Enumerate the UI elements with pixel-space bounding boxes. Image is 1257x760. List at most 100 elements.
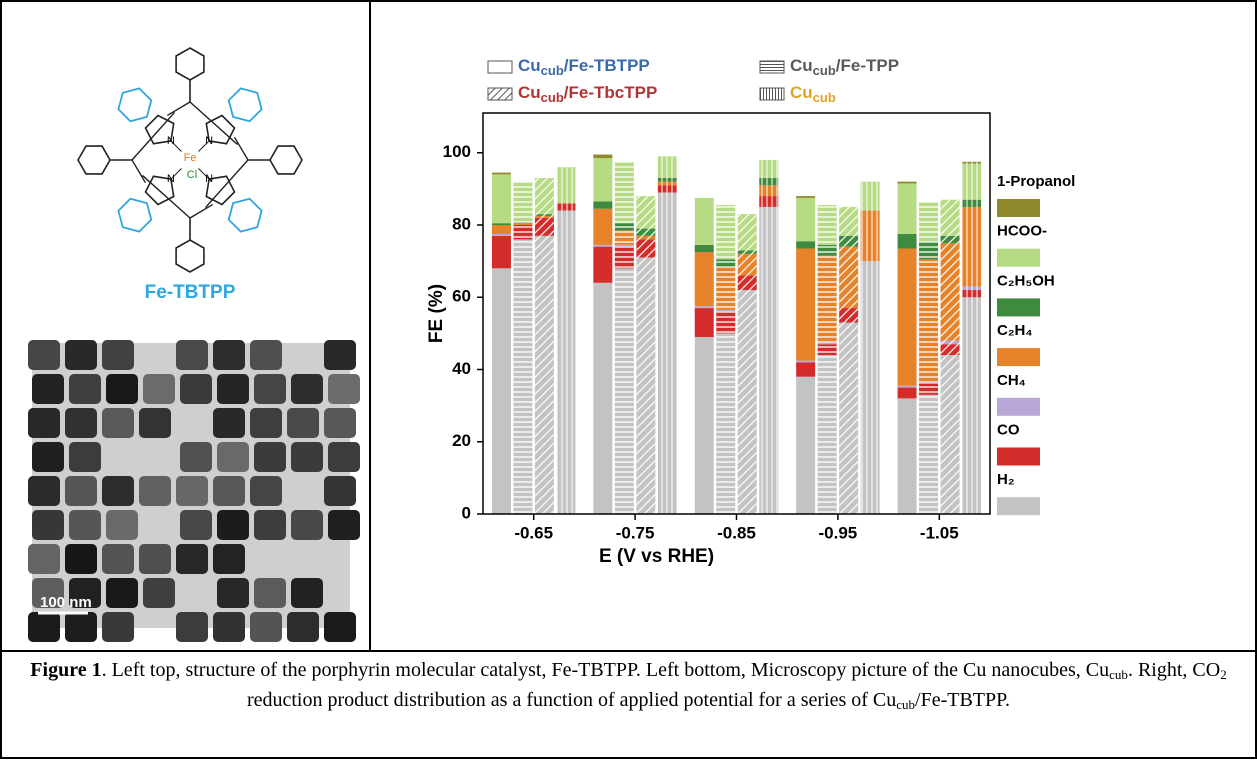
nanocube — [328, 374, 360, 404]
legend-label-part: /Fe-TbcTPP — [564, 83, 658, 102]
bar-pattern — [860, 210, 880, 262]
bar-pattern — [716, 205, 736, 260]
legend-label-part: cub — [541, 90, 564, 105]
bar-pattern — [614, 246, 634, 269]
bar-pattern — [716, 266, 736, 310]
bar-pattern — [962, 163, 982, 200]
bar-pattern — [940, 235, 960, 244]
caption-text: 2 — [1220, 667, 1227, 682]
bar-pattern — [962, 290, 982, 298]
x-tick-label: -0.85 — [717, 523, 756, 542]
bar-segment — [897, 181, 917, 184]
legend-swatch — [997, 199, 1040, 217]
nanocube — [217, 374, 249, 404]
nanocube — [28, 340, 60, 370]
bar-segment — [491, 223, 511, 225]
bar-pattern — [534, 215, 554, 218]
atom-label: Fe — [184, 152, 197, 164]
legend-label-part: /Fe-TPP — [836, 56, 899, 75]
bar-pattern — [962, 286, 982, 291]
bar-pattern — [839, 206, 859, 236]
pyrrole-ring — [205, 114, 236, 145]
scale-bar-label: 100 nm — [40, 594, 92, 611]
caption-label: Figure 1 — [30, 659, 102, 681]
bar-segment — [796, 248, 816, 361]
bar-segment — [897, 385, 917, 388]
bar-pattern — [817, 344, 837, 356]
bar-pattern — [759, 185, 779, 197]
bar-pattern — [614, 244, 634, 247]
legend-label: Cucub/Fe-TBTPP — [518, 56, 650, 78]
caption-text: . Left top, structure of the porphyrin m… — [101, 659, 1110, 681]
phenyl-ring — [175, 239, 205, 273]
bar-segment — [897, 387, 917, 399]
y-tick-label: 40 — [452, 359, 471, 378]
legend-swatch — [487, 87, 513, 101]
phenyl-ring — [175, 47, 205, 81]
bar-pattern — [716, 309, 736, 312]
y-tick-label: 60 — [452, 287, 471, 306]
bond — [189, 101, 239, 146]
nanocube — [291, 510, 323, 540]
nanocube — [28, 544, 60, 574]
bar-pattern — [962, 161, 982, 164]
bar-pattern — [614, 161, 634, 224]
bar-pattern — [839, 308, 859, 323]
bar-pattern — [919, 201, 939, 242]
legend-label: Cucub — [790, 83, 836, 105]
legend-label: C₂H₄ — [997, 322, 1032, 339]
y-axis-title: FE (%) — [426, 284, 447, 343]
bar-pattern — [940, 355, 960, 514]
legend-label-part: /Fe-TBTPP — [564, 56, 650, 75]
nanocube — [176, 544, 208, 574]
bond — [204, 159, 249, 209]
bar-segment — [694, 306, 714, 309]
bar-segment — [593, 208, 613, 245]
nanocube — [287, 612, 319, 642]
bar-pattern — [614, 268, 634, 514]
nanocube — [217, 442, 249, 472]
nanocube — [102, 408, 134, 438]
bar-segment — [491, 235, 511, 269]
benzo-ring — [117, 87, 153, 123]
bar-segment — [796, 376, 816, 514]
nanocube — [250, 612, 282, 642]
x-tick-label: -0.95 — [819, 523, 858, 542]
bar-pattern — [962, 199, 982, 207]
legend-swatch — [759, 60, 785, 74]
nanocube — [106, 374, 138, 404]
legend-label-part: Cu — [518, 56, 541, 75]
caption-text: . Right, CO — [1127, 659, 1221, 681]
bar-pattern — [737, 290, 757, 514]
bond — [170, 140, 182, 152]
bar-segment — [593, 154, 613, 159]
y-tick-label: 80 — [452, 214, 471, 233]
legend-label-part: cub — [813, 90, 836, 105]
nanocube — [213, 544, 245, 574]
caption-text: /Fe-TBTPP. — [915, 689, 1011, 711]
bond — [141, 174, 191, 219]
legend-swatch — [997, 497, 1040, 516]
y-tick-label: 100 — [443, 142, 471, 161]
nanocube — [176, 476, 208, 506]
bar-pattern — [657, 192, 677, 514]
bar-pattern — [534, 235, 554, 514]
nanocube — [102, 340, 134, 370]
x-axis-title: E (V vs RHE) — [599, 546, 714, 567]
bar-pattern — [737, 275, 757, 291]
nanocube — [65, 340, 97, 370]
bar-segment — [593, 282, 613, 514]
bar-segment — [796, 241, 816, 249]
bond — [170, 168, 182, 180]
nanocube — [102, 612, 134, 642]
legend-swatch — [487, 60, 513, 74]
bar-pattern — [919, 394, 939, 514]
nanocube — [254, 442, 286, 472]
bar-pattern — [657, 185, 677, 193]
nanocube — [287, 408, 319, 438]
bar-segment — [694, 197, 714, 245]
nanocube — [250, 340, 282, 370]
bar-pattern — [940, 243, 960, 341]
bar-segment — [694, 336, 714, 514]
